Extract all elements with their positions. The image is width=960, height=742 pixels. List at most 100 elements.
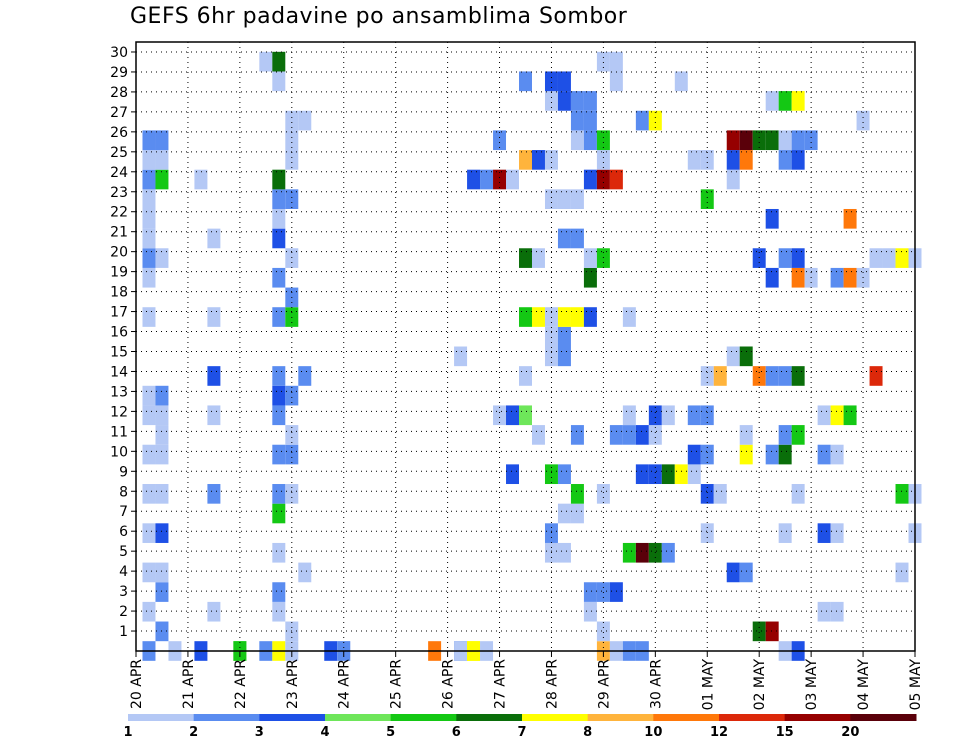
heatmap-cell [142, 601, 156, 622]
heatmap-cell [791, 150, 805, 170]
x-tick-label: 03 MAY [804, 659, 820, 711]
heatmap-cell [778, 523, 792, 543]
heatmap-cell [726, 169, 740, 190]
heatmap-cell [557, 503, 571, 524]
heatmap-cell [285, 444, 299, 465]
heatmap-cell [830, 267, 844, 288]
heatmap-cell [765, 91, 779, 111]
legend-swatch [390, 714, 457, 721]
legend-label: 15 [776, 725, 794, 740]
y-tick-label: 24 [110, 165, 128, 181]
heatmap-cell [285, 385, 299, 406]
legend-label: 4 [320, 725, 329, 740]
heatmap-cell [467, 169, 481, 190]
color-legend: 1 2 3 4 5 6 7 8 10 12 15 20 [123, 714, 917, 740]
heatmap-cell [570, 503, 584, 524]
heatmap-cell [519, 307, 532, 327]
heatmap-cell [557, 91, 571, 111]
heatmap-cell [272, 228, 286, 249]
x-tick-label: 23 APR [285, 659, 301, 709]
heatmap-cell [272, 71, 286, 92]
y-tick-label: 21 [110, 225, 128, 241]
heatmap-cell [272, 503, 286, 524]
heatmap-cell [142, 248, 156, 268]
legend-swatch [522, 714, 589, 721]
x-tick-label: 29 APR [596, 659, 612, 709]
y-tick-label: 10 [110, 444, 128, 460]
heatmap-cell [519, 71, 532, 92]
heatmap-cell [155, 248, 169, 268]
heatmap-cell [869, 366, 883, 386]
heatmap-cell [142, 130, 156, 151]
heatmap-cell [570, 228, 584, 249]
heatmap-cell [155, 582, 169, 602]
heatmap-cell [596, 150, 610, 170]
heatmap-cell [765, 208, 779, 229]
heatmap-cell [843, 208, 857, 229]
legend-label: 20 [841, 725, 859, 740]
heatmap-cell [648, 110, 662, 131]
heatmap-cell [635, 110, 649, 131]
heatmap-cell [739, 444, 753, 465]
heatmap-cell [298, 562, 312, 583]
heatmap-cell [700, 484, 714, 504]
heatmap-cell [596, 130, 610, 151]
heatmap-cell [817, 523, 831, 543]
heatmap-cell [272, 307, 286, 327]
heatmap-cell [285, 110, 299, 131]
y-tick-label: 5 [119, 544, 128, 560]
legend-label: 12 [710, 725, 728, 740]
heatmap-cell [778, 366, 792, 386]
heatmap-cell [778, 91, 792, 111]
heatmap-cell [830, 405, 844, 426]
legend-label: 3 [255, 725, 264, 740]
heatmap-cell [791, 130, 805, 151]
heatmap-cell [648, 425, 662, 445]
heatmap-cell [207, 484, 221, 504]
x-tick-label: 24 APR [337, 659, 353, 709]
heatmap-cell [142, 484, 156, 504]
y-tick-label: 14 [110, 364, 128, 380]
heatmap-cell [557, 542, 571, 563]
y-tick-label: 18 [110, 285, 128, 301]
heatmap-cell [531, 425, 545, 445]
y-tick-label: 1 [119, 624, 128, 640]
heatmap-cell [700, 523, 714, 543]
heatmap-cell [493, 169, 507, 190]
heatmap-cell [544, 464, 558, 485]
heatmap-cell [739, 130, 753, 151]
heatmap-cell [609, 582, 623, 602]
heatmap-cell [570, 130, 584, 151]
chart-title: GEFS 6hr padavine po ansamblima Sombor [130, 4, 628, 29]
heatmap-cell [726, 150, 740, 170]
heatmap-cell [726, 346, 740, 367]
heatmap-cell [583, 307, 597, 327]
heatmap-cell [778, 444, 792, 465]
heatmap-cell [739, 425, 753, 445]
heatmap-cell [557, 71, 571, 92]
heatmap-cell [687, 405, 701, 426]
heatmap-cell [142, 169, 156, 190]
heatmap-cell [557, 189, 571, 209]
legend-swatch [587, 714, 654, 721]
legend-swatch [193, 714, 260, 721]
heatmap-cell [531, 150, 545, 170]
heatmap-cell [544, 150, 558, 170]
heatmap-cell [570, 110, 584, 131]
heatmap-cell [739, 346, 753, 367]
heatmap-cell [207, 405, 221, 426]
heatmap-cell [272, 189, 286, 209]
x-tick-label: 25 APR [389, 659, 405, 709]
heatmap-cell [207, 228, 221, 249]
heatmap-cell [454, 346, 468, 367]
heatmap-cell [635, 464, 649, 485]
plot-frame [135, 41, 916, 652]
heatmap-cell [869, 248, 883, 268]
y-tick-label: 16 [110, 325, 128, 341]
heatmap-cell [142, 562, 156, 583]
heatmap-cell [778, 130, 792, 151]
heatmap-cell [544, 91, 558, 111]
heatmap-cell [752, 366, 766, 386]
heatmap-cell [648, 405, 662, 426]
